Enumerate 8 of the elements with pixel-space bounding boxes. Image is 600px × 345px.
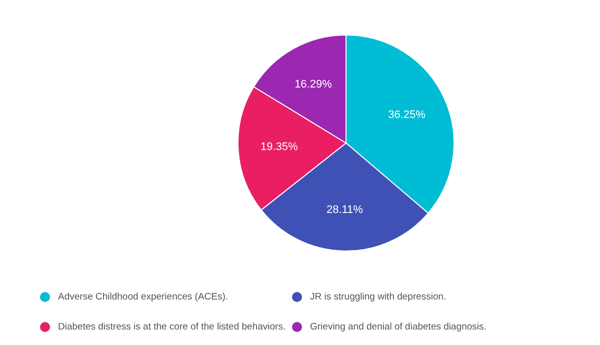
data-label: 19.35% xyxy=(260,141,298,154)
legend-label: Diabetes distress is at the core of the listed behaviors. xyxy=(58,322,286,332)
legend-label: JR is struggling with depression. xyxy=(310,292,446,302)
data-label: 28.11% xyxy=(326,204,364,216)
data-label: 16.29% xyxy=(294,78,332,91)
legend-label: Adverse Childhood experiences (ACEs). xyxy=(58,292,228,302)
legend-label: Grieving and denial of diabetes diagnosis. xyxy=(310,322,486,332)
data-label: 36.25% xyxy=(388,108,426,121)
